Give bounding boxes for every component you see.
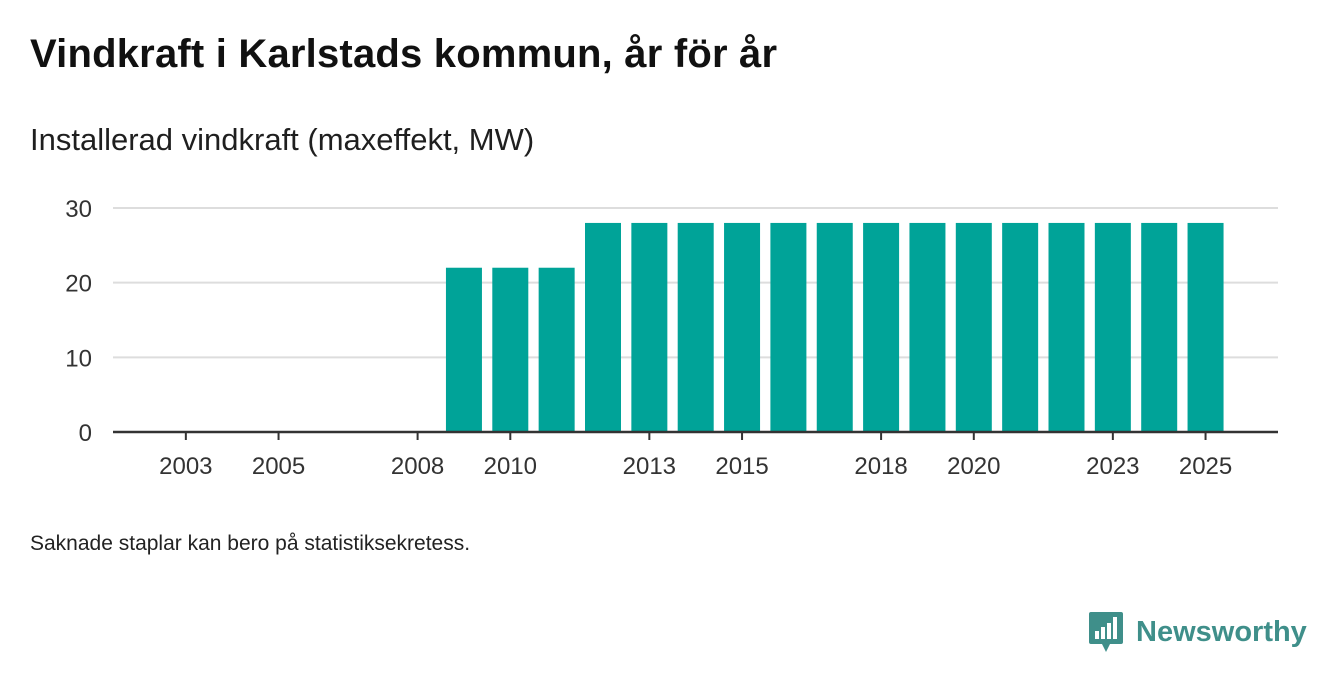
bar-chart: 0 10 20 30 2003 2005 2008 2010 2013 2015 2018 2020… bbox=[65, 196, 1278, 480]
x-tick-label: 2015 bbox=[715, 453, 768, 480]
bar-2014 bbox=[677, 222, 714, 432]
footnote: Saknade staplar kan bero på statistiksek… bbox=[30, 532, 471, 555]
bar-2015 bbox=[724, 222, 761, 432]
bar-2024 bbox=[1141, 222, 1178, 432]
bar-2018 bbox=[863, 222, 900, 432]
x-tick-label: 2013 bbox=[623, 453, 676, 480]
chart-subtitle: Installerad vindkraft (maxeffekt, MW) bbox=[30, 122, 535, 157]
bar-2012 bbox=[585, 222, 621, 432]
chart-title: Vindkraft i Karlstads kommun, år för år bbox=[30, 32, 778, 76]
bar-2020 bbox=[955, 222, 992, 432]
y-tick-label: 20 bbox=[65, 271, 92, 298]
y-tick-label: 10 bbox=[65, 345, 92, 372]
bar-2016 bbox=[770, 222, 807, 432]
bar-2019 bbox=[909, 222, 946, 432]
x-tick-label: 2018 bbox=[854, 453, 907, 480]
x-tick-label: 2025 bbox=[1179, 453, 1232, 480]
newsworthy-logo-icon bbox=[1089, 612, 1123, 652]
y-tick-label: 30 bbox=[65, 196, 92, 223]
bar-2011 bbox=[538, 267, 575, 432]
bar-2009 bbox=[445, 267, 482, 432]
x-tick-label: 2003 bbox=[159, 453, 212, 480]
x-tick-label: 2008 bbox=[391, 453, 444, 480]
brand-name: Newsworthy bbox=[1136, 615, 1307, 648]
x-tick-label: 2023 bbox=[1086, 453, 1139, 480]
y-tick-label: 0 bbox=[79, 420, 92, 447]
bar-2022 bbox=[1048, 222, 1085, 432]
bar-2025 bbox=[1187, 222, 1224, 432]
bar-2023 bbox=[1094, 222, 1131, 432]
bar-2021 bbox=[1002, 222, 1039, 432]
bar-2013 bbox=[631, 222, 668, 432]
bar-2017 bbox=[816, 222, 853, 432]
bar-2010 bbox=[492, 267, 529, 432]
x-tick-label: 2020 bbox=[947, 453, 1000, 480]
x-tick-label: 2005 bbox=[252, 453, 305, 480]
x-tick-label: 2010 bbox=[484, 453, 537, 480]
brand: Newsworthy bbox=[1088, 610, 1307, 654]
